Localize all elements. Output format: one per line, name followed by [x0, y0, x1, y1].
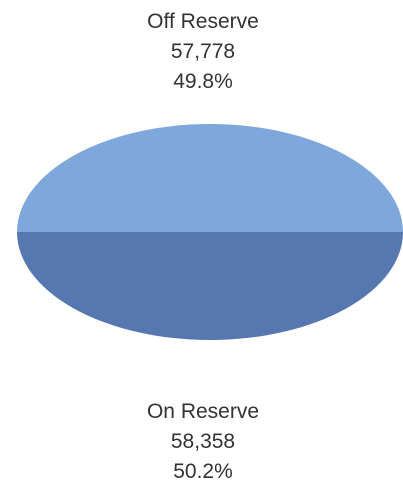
slice-label-on-reserve: On Reserve [147, 400, 259, 423]
pie-slice-on-reserve [17, 232, 403, 340]
slice-value-on-reserve: 58,358 [171, 430, 235, 453]
slice-label-off-reserve: Off Reserve [147, 10, 259, 33]
slice-percent-off-reserve: 49.8% [173, 70, 233, 93]
slice-percent-on-reserve: 50.2% [173, 460, 233, 483]
pie-slice-off-reserve [17, 124, 403, 232]
slice-value-off-reserve: 57,778 [171, 40, 235, 63]
